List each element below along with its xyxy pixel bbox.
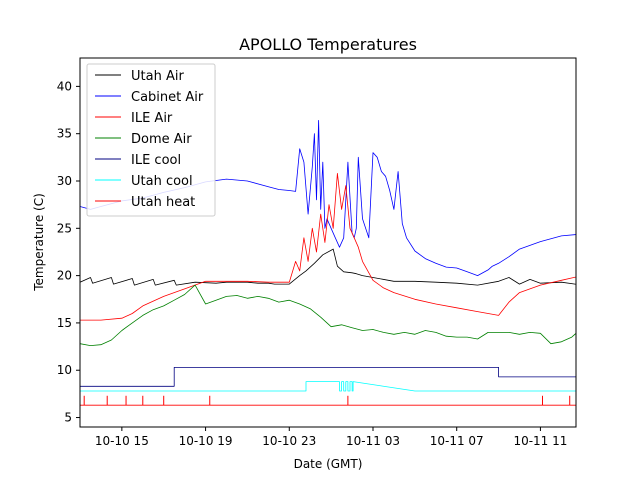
legend-label-dome-air: Dome Air xyxy=(131,132,192,147)
legend-label-cabinet-air: Cabinet Air xyxy=(131,90,204,105)
legend-label-ile-air: ILE Air xyxy=(131,111,173,126)
legend-label-utah-cool: Utah cool xyxy=(131,174,193,189)
y-tick-label: 30 xyxy=(57,174,72,188)
y-tick-label: 10 xyxy=(57,363,72,377)
y-tick-label: 40 xyxy=(57,79,72,93)
y-axis: 5 10 15 20 25 30 35 40 xyxy=(57,79,80,425)
legend-label-ile-cool: ILE cool xyxy=(131,153,181,168)
series-line-utah-air xyxy=(80,248,576,286)
series-line-ile-air xyxy=(80,172,576,321)
x-tick-label: 10-10 19 xyxy=(179,434,233,448)
chart-title: APOLLO Temperatures xyxy=(239,35,417,54)
x-tick-label: 10-11 03 xyxy=(346,434,400,448)
legend-label-utah-air: Utah Air xyxy=(131,69,184,84)
x-tick-label: 10-10 15 xyxy=(95,434,149,448)
series-line-cabinet-air xyxy=(80,120,576,277)
x-tick-label: 10-11 11 xyxy=(513,434,567,448)
legend-label-utah-heat: Utah heat xyxy=(131,195,195,210)
x-tick-label: 10-11 07 xyxy=(430,434,484,448)
plot-area xyxy=(80,120,576,406)
x-tick-label: 10-10 23 xyxy=(262,434,316,448)
plot-frame xyxy=(79,57,577,428)
legend: Utah Air Cabinet Air ILE Air Dome Air ILE co… xyxy=(86,63,216,217)
x-axis-label: Date (GMT) xyxy=(294,457,363,471)
legend-box xyxy=(86,63,216,217)
y-tick-label: 15 xyxy=(57,316,72,330)
series-line-utah-cool xyxy=(80,381,576,392)
series-line-dome-air xyxy=(80,284,576,347)
y-tick-label: 25 xyxy=(57,221,72,235)
series-line-ile-cool xyxy=(80,366,576,387)
y-axis-label: Temperature (C) xyxy=(32,193,46,292)
y-tick-label: 20 xyxy=(57,269,72,283)
y-tick-label: 35 xyxy=(57,127,72,141)
x-axis: 10-10 15 10-10 19 10-10 23 10-11 03 10-11 07… xyxy=(95,427,567,448)
y-tick-label: 5 xyxy=(64,411,72,425)
